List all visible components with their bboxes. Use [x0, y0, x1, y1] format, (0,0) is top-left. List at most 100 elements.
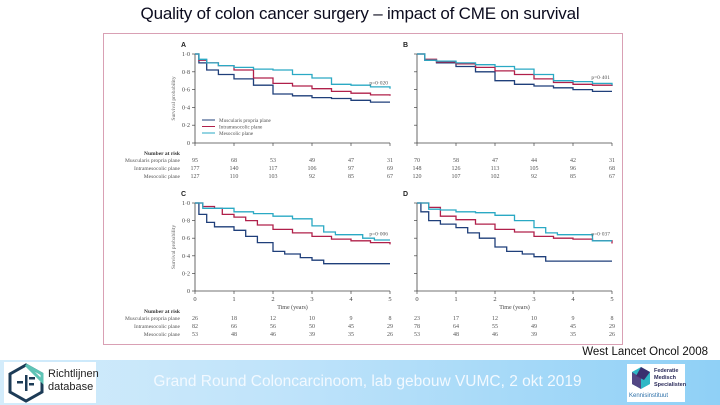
at-risk-value-c: 8	[389, 316, 392, 322]
at-risk-value-b: 107	[452, 174, 461, 180]
at-risk-value-d: 29	[609, 324, 615, 330]
y-tick-label-c: 1·0	[182, 201, 190, 207]
at-risk-value-c: 9	[350, 316, 353, 322]
at-risk-row-label-c: Intramesocolic plane	[134, 324, 181, 330]
at-risk-value-b: 126	[452, 166, 461, 172]
p-value-a: p=0·020	[369, 80, 388, 86]
panel-label-a: A	[181, 42, 186, 49]
citation: West Lancet Oncol 2008	[582, 346, 708, 358]
km-curve-d-intramesocolic-plane	[417, 202, 613, 244]
at-risk-value-a: 47	[348, 158, 354, 164]
x-axis-title-c: Time (years)	[277, 304, 308, 311]
km-curve-c-mesocolic-plane	[195, 202, 390, 241]
at-risk-row-label-a: Intramesocolic plane	[134, 166, 181, 172]
km-curve-a-mesocolic-plane	[195, 53, 391, 89]
y-axis-title-c: Survival probability	[171, 225, 177, 269]
at-risk-value-d: 48	[453, 332, 459, 338]
at-risk-value-c: 18	[231, 316, 237, 322]
km-curve-b-mesocolic-plane	[417, 53, 613, 86]
at-risk-value-b: 96	[570, 166, 576, 172]
at-risk-value-c: 56	[270, 324, 276, 330]
km-curve-d-muscularis-propria-plane	[417, 202, 612, 262]
at-risk-value-c: 82	[192, 324, 198, 330]
at-risk-value-d: 55	[492, 324, 498, 330]
at-risk-value-d: 26	[609, 332, 615, 338]
at-risk-value-a: 106	[308, 166, 317, 172]
fms-text-2: Medisch	[654, 375, 677, 381]
y-tick-label-a: 0·6	[182, 88, 190, 94]
at-risk-value-a: 92	[309, 174, 315, 180]
y-tick-label-a: 0·2	[182, 123, 190, 129]
at-risk-value-c: 48	[231, 332, 237, 338]
at-risk-value-b: 31	[609, 158, 615, 164]
panel-label-b: B	[403, 42, 408, 49]
at-risk-value-a: 140	[230, 166, 239, 172]
at-risk-row-label-c: Muscularis propria plane	[125, 316, 181, 322]
x-tick-label-c: 3	[310, 296, 313, 303]
at-risk-value-a: 117	[269, 166, 278, 172]
at-risk-value-c: 10	[309, 316, 315, 322]
at-risk-value-b: 47	[492, 158, 498, 164]
at-risk-value-d: 45	[570, 324, 576, 330]
at-risk-value-d: 35	[570, 332, 576, 338]
slide-title: Quality of colon cancer surgery – impact…	[140, 4, 580, 23]
at-risk-value-d: 17	[453, 316, 459, 322]
at-risk-value-a: 69	[387, 166, 393, 172]
at-risk-value-a: 85	[348, 174, 354, 180]
legend-label-2: Mesocolic plane	[219, 131, 254, 137]
at-risk-value-c: 26	[192, 316, 198, 322]
p-value-d: p=0·037	[591, 232, 610, 238]
x-tick-label-d: 0	[415, 296, 418, 303]
x-axis-title-d: Time (years)	[499, 304, 530, 311]
y-tick-label-c: 0·4	[182, 254, 190, 260]
at-risk-value-c: 12	[270, 316, 276, 322]
at-risk-value-b: 120	[413, 174, 422, 180]
at-risk-value-b: 92	[531, 174, 537, 180]
at-risk-value-a: 103	[269, 174, 278, 180]
at-risk-value-d: 39	[531, 332, 537, 338]
fms-text-1: Federatie	[654, 368, 679, 374]
at-risk-value-b: 70	[414, 158, 420, 164]
logo-text-line2: database	[48, 381, 94, 393]
fms-text-3: Specialisten	[654, 382, 687, 388]
at-risk-value-b: 85	[570, 174, 576, 180]
at-risk-value-b: 42	[570, 158, 576, 164]
at-risk-value-d: 53	[414, 332, 420, 338]
y-tick-label-a: 0·4	[182, 105, 190, 111]
at-risk-value-a: 68	[231, 158, 237, 164]
at-risk-value-d: 64	[453, 324, 459, 330]
at-risk-value-a: 31	[387, 158, 393, 164]
at-risk-value-d: 46	[492, 332, 498, 338]
at-risk-value-c: 50	[309, 324, 315, 330]
p-value-b: p=0·401	[591, 75, 610, 81]
at-risk-value-a: 95	[192, 158, 198, 164]
richtlijnen-database-logo[interactable]: Richtlijnen database	[4, 362, 99, 403]
at-risk-value-d: 23	[414, 316, 420, 322]
fms-logo[interactable]: Federatie Medisch Specialisten Kennisins…	[627, 364, 687, 402]
at-risk-value-a: 110	[230, 174, 239, 180]
at-risk-row-label-a: Mesocolic plane	[144, 174, 181, 180]
km-curve-a-muscularis-propria-plane	[195, 53, 390, 103]
x-tick-label-d: 1	[454, 296, 457, 303]
at-risk-value-a: 127	[191, 174, 200, 180]
x-tick-label-c: 2	[271, 296, 274, 303]
at-risk-value-b: 105	[530, 166, 539, 172]
at-risk-value-c: 66	[231, 324, 237, 330]
at-risk-value-b: 58	[453, 158, 459, 164]
at-risk-value-b: 67	[609, 174, 615, 180]
x-tick-label-c: 1	[232, 296, 235, 303]
at-risk-value-d: 12	[492, 316, 498, 322]
panel-label-c: C	[181, 191, 186, 198]
x-tick-label-c: 0	[193, 296, 196, 303]
at-risk-value-a: 67	[387, 174, 393, 180]
legend-label-1: Intramesocolic plane	[219, 125, 263, 131]
at-risk-value-d: 49	[531, 324, 537, 330]
panel-label-d: D	[403, 191, 408, 198]
at-risk-value-c: 39	[309, 332, 315, 338]
at-risk-value-b: 113	[491, 166, 500, 172]
footer-bar	[0, 360, 720, 405]
x-tick-label-c: 4	[349, 296, 353, 303]
km-curve-d-mesocolic-plane	[417, 202, 612, 242]
at-risk-value-d: 8	[611, 316, 614, 322]
legend-label-0: Muscularis propria plane	[219, 118, 272, 124]
